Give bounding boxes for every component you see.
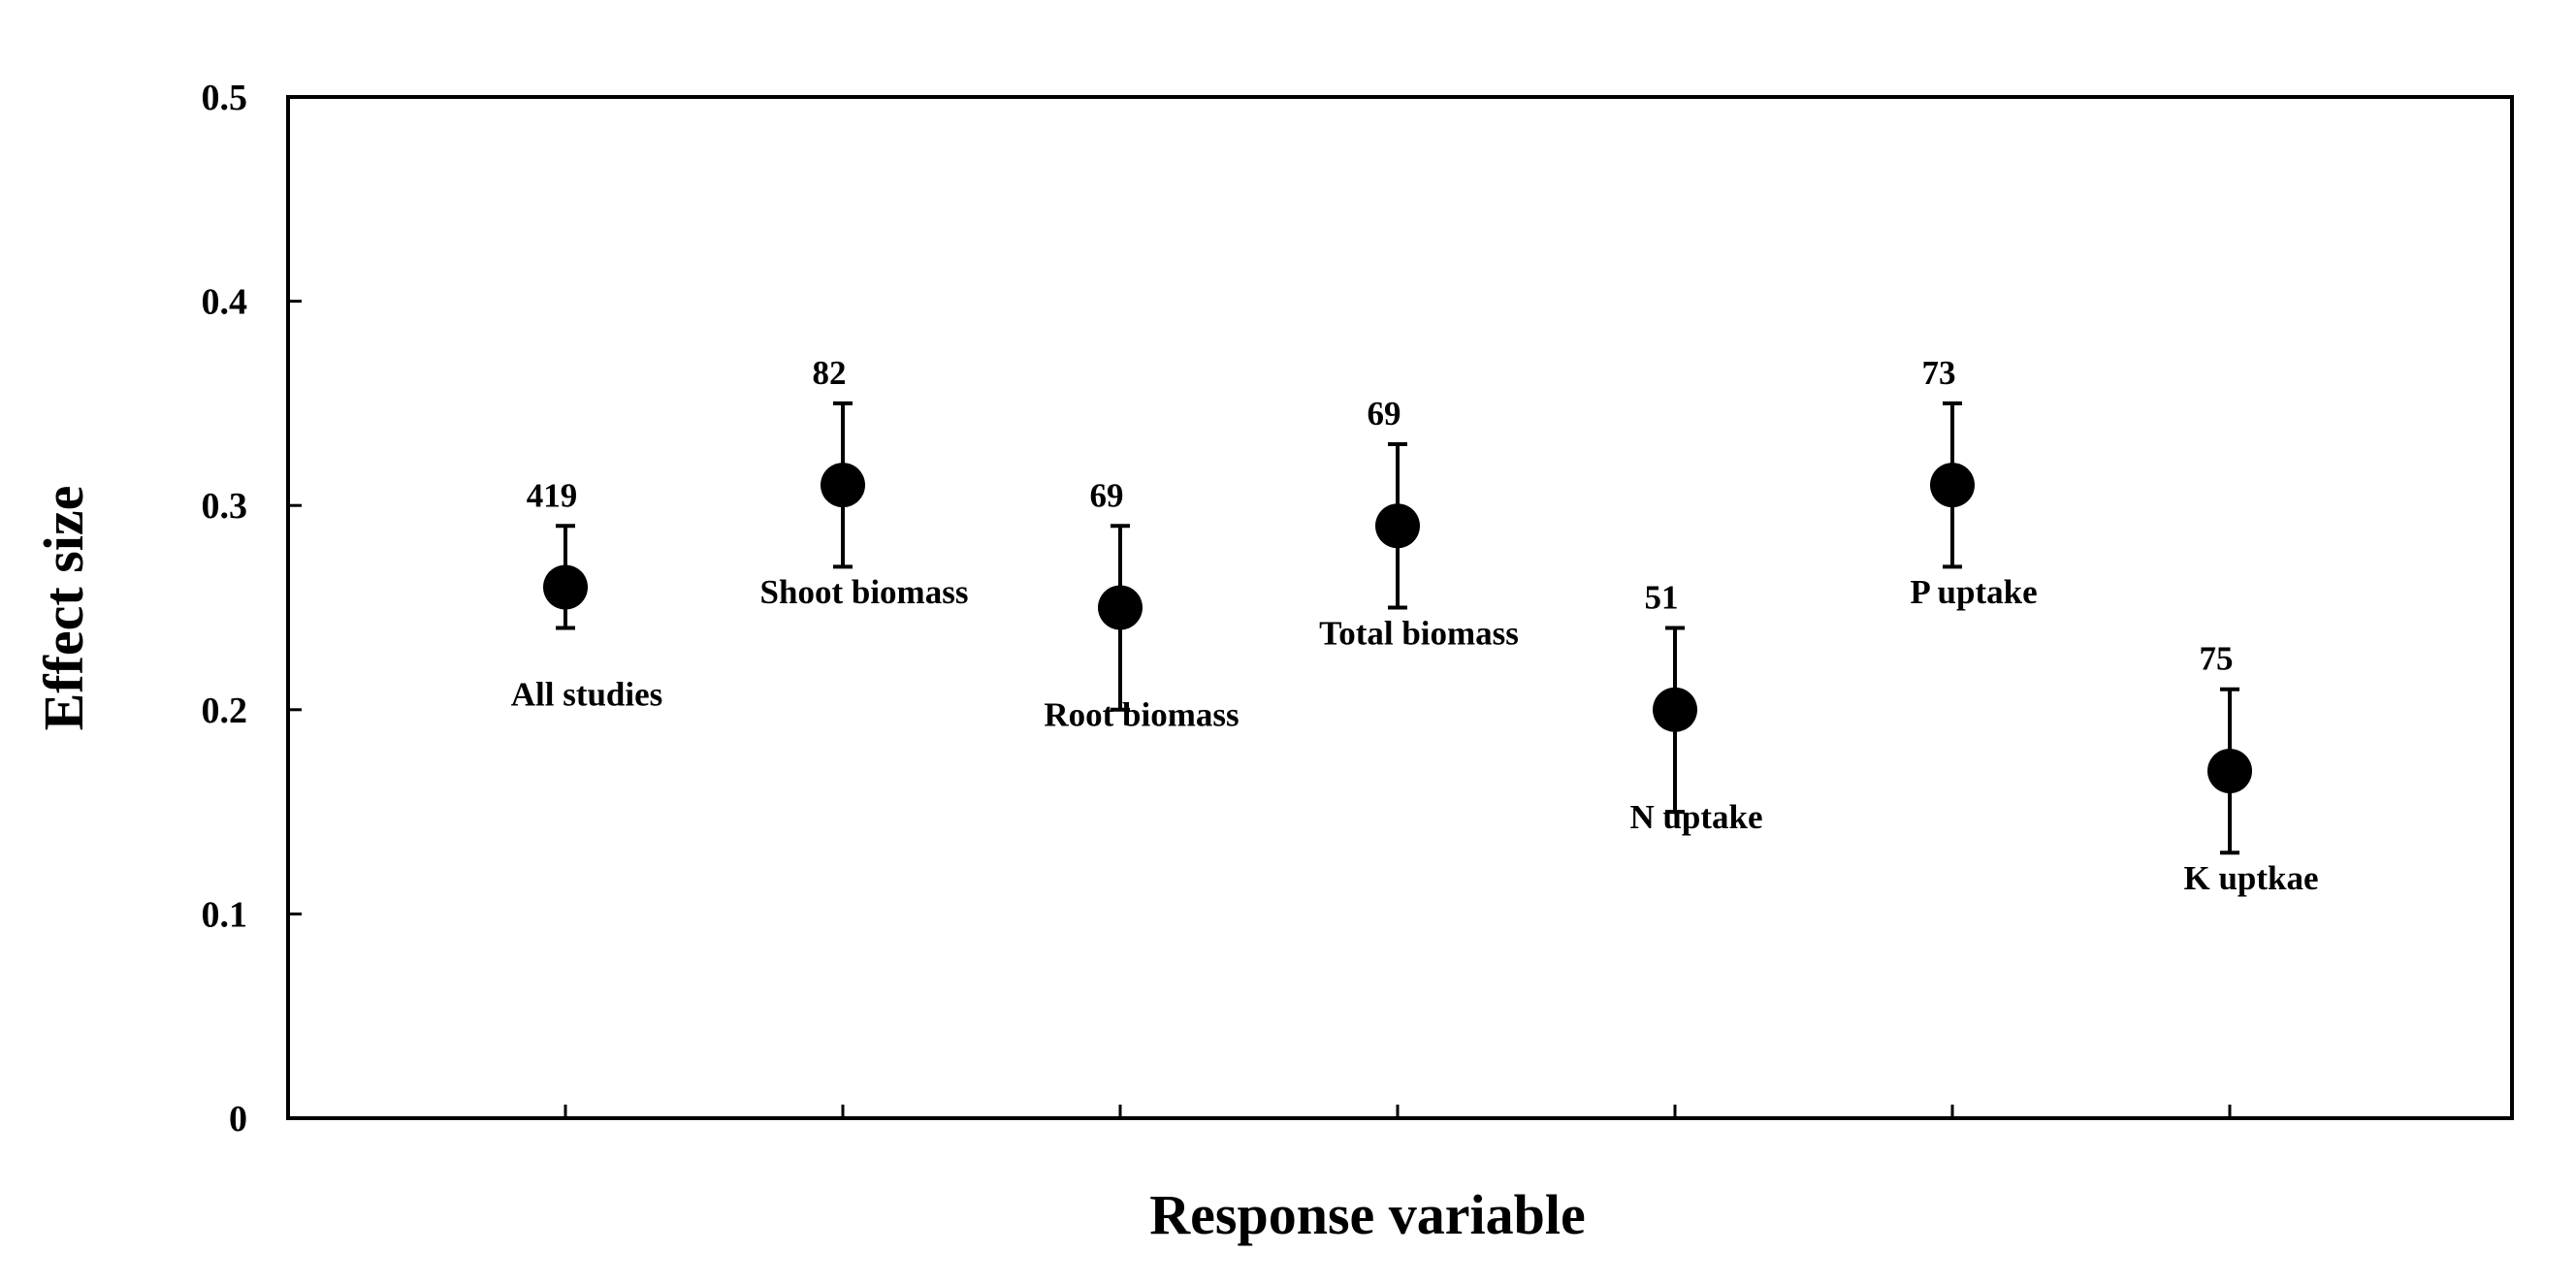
data-point — [1930, 463, 1975, 508]
category-label: N uptake — [1629, 798, 1762, 836]
category-label: All studies — [511, 675, 663, 713]
category-label: K uptkae — [2183, 859, 2318, 897]
x-axis-title: Response variable — [1149, 1183, 1586, 1246]
data-marks: 419 All studies 82 Shoot biomass 69 Root biom… — [511, 354, 2319, 897]
data-point — [1098, 585, 1143, 630]
y-axis-ticks: 0 0.1 0.2 0.3 0.4 0.5 — [202, 78, 302, 1140]
sample-size-label: 73 — [1922, 354, 1956, 392]
x-axis-ticks — [564, 1105, 2232, 1118]
plot-frame — [286, 95, 2514, 1120]
data-point — [821, 463, 865, 508]
data-point — [1653, 687, 1697, 732]
category-label: Root biomass — [1044, 696, 1239, 734]
category-label: Total biomass — [1319, 614, 1519, 652]
data-point — [2207, 748, 2252, 793]
y-tick-label: 0 — [229, 1099, 247, 1140]
y-tick-label: 0.4 — [202, 282, 248, 323]
y-tick-label: 0.5 — [202, 78, 248, 118]
y-tick-label: 0.2 — [202, 691, 248, 731]
sample-size-label: 69 — [1090, 476, 1124, 514]
data-point — [1375, 503, 1420, 549]
y-axis-title: Effect size — [32, 486, 95, 731]
y-tick-label: 0.1 — [202, 894, 248, 935]
y-tick-label: 0.3 — [202, 486, 248, 527]
sample-size-label: 82 — [813, 354, 847, 392]
category-label: P uptake — [1910, 573, 2037, 611]
sample-size-label: 419 — [527, 476, 578, 514]
sample-size-label: 75 — [2200, 640, 2234, 678]
category-label: Shoot biomass — [760, 573, 969, 611]
sample-size-label: 51 — [1645, 579, 1679, 617]
data-point — [543, 564, 588, 610]
sample-size-label: 69 — [1368, 395, 1401, 433]
